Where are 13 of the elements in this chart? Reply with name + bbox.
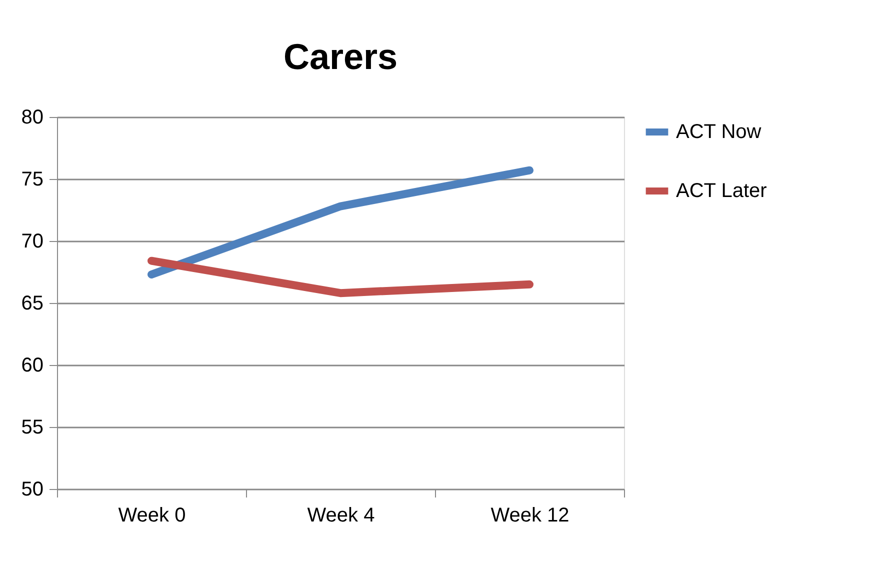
legend-label: ACT Later — [676, 180, 768, 202]
y-tick-label: 80 — [21, 106, 44, 128]
legend-label: ACT Now — [676, 121, 762, 143]
y-tick-label: 60 — [21, 354, 44, 376]
x-tick-label: Week 4 — [307, 504, 375, 526]
x-tick-label: Week 0 — [118, 504, 186, 526]
y-tick-label: 70 — [21, 230, 44, 252]
y-tick-label: 50 — [21, 478, 44, 500]
x-tick-label: Week 12 — [490, 504, 570, 526]
y-tick-label: 55 — [21, 416, 44, 438]
y-tick-label: 75 — [21, 168, 44, 190]
y-tick-label: 65 — [21, 292, 44, 314]
chart-title: Carers — [283, 36, 398, 77]
